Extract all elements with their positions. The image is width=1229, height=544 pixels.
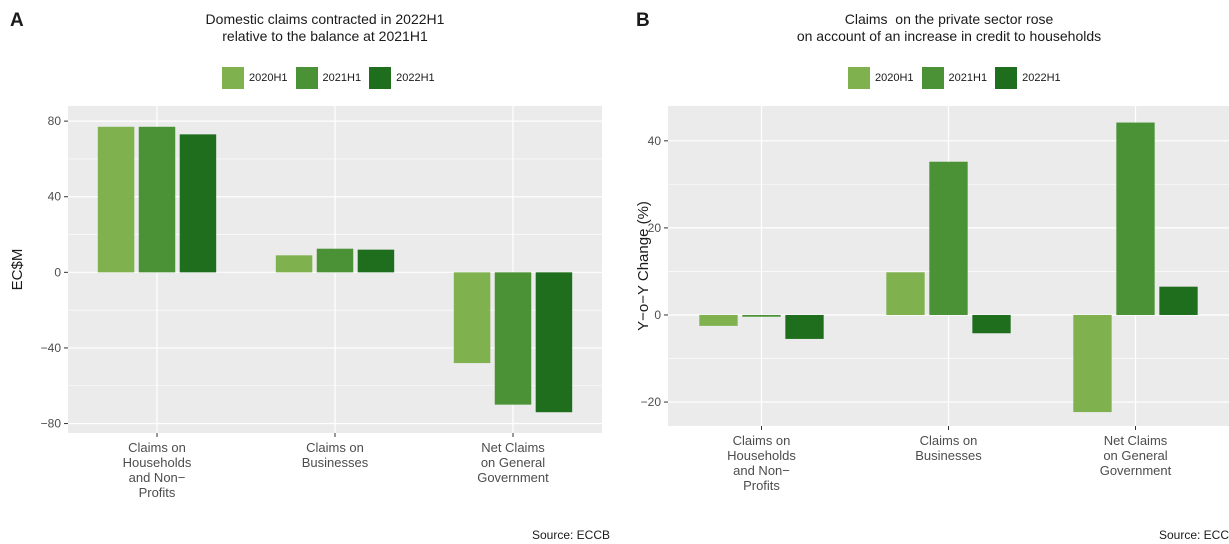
y-tick-label: −20	[641, 395, 662, 409]
legend-swatch	[848, 67, 870, 89]
x-tick-label: Claims on Businesses	[302, 440, 369, 470]
bar-2022h1	[785, 314, 824, 339]
bar-2021h1	[494, 272, 532, 405]
bar-2021h1	[316, 248, 354, 273]
bar-2022h1	[535, 272, 573, 413]
y-axis-title: EC$M	[9, 249, 26, 291]
y-tick-label: 40	[48, 190, 62, 204]
source-note: Source: ECC	[1158, 528, 1229, 542]
y-tick-label: 0	[54, 265, 61, 279]
legend-label: 2020H1	[249, 72, 288, 84]
legend-label: 2022H1	[1022, 72, 1061, 84]
bar-2020h1	[275, 255, 313, 273]
bar-2021h1	[138, 126, 176, 273]
chart-title-line: Domestic claims contracted in 2022H1	[205, 11, 445, 27]
panel-label: A	[10, 10, 24, 31]
bar-chart-a: 80 40 0 −40 −80 Claims on Households and Non− Pr…	[9, 106, 602, 500]
y-tick-label: 20	[648, 221, 662, 235]
bar-2022h1	[179, 134, 217, 273]
panel-a: A Domestic claims contracted in 2022H1 r…	[0, 0, 614, 544]
legend-item: 2020H1	[222, 67, 288, 89]
x-tick-label: Claims on Households and Non− Profits	[727, 433, 796, 493]
legend-item: 2021H1	[295, 67, 362, 89]
legend-item: 2022H1	[995, 67, 1061, 89]
legend-swatch	[369, 67, 392, 89]
legend-label: 2021H1	[948, 72, 988, 84]
y-tick-label: −80	[41, 417, 62, 431]
bar-2020h1	[453, 272, 491, 364]
y-tick-label: −40	[41, 341, 62, 355]
legend-label: 2021H1	[322, 72, 362, 84]
bar-2022h1	[972, 314, 1011, 334]
legend-swatch	[295, 67, 318, 89]
legend-swatch	[921, 67, 944, 89]
legend-item: 2021H1	[921, 67, 988, 89]
legend-swatch	[222, 67, 244, 89]
bar-2020h1	[97, 126, 135, 273]
bar-2020h1	[886, 272, 925, 315]
chart-title-line: on account of an increase in credit to h…	[796, 28, 1102, 44]
chart-title: Claims on the private sector rose on acc…	[754, 11, 1144, 45]
y-tick-label: 40	[648, 134, 662, 148]
bar-2020h1	[1073, 314, 1112, 413]
source-note: Source: ECCB	[531, 528, 610, 542]
legend: 2020H1 2021H1 2022H1	[848, 67, 1069, 89]
x-tick-label: Net Claims on General Government	[477, 440, 549, 485]
legend-item: 2020H1	[848, 67, 914, 89]
y-tick-label: 0	[654, 308, 661, 322]
legend-swatch	[995, 67, 1018, 89]
chart-title: Domestic claims contracted in 2022H1 rel…	[150, 11, 500, 45]
bar-2020h1	[699, 314, 738, 326]
legend: 2020H1 2021H1 2022H1	[222, 67, 443, 89]
legend-label: 2022H1	[396, 72, 435, 84]
legend-item: 2022H1	[369, 67, 435, 89]
bar-2021h1	[929, 161, 968, 315]
chart-title-line: relative to the balance at 2021H1	[222, 28, 428, 44]
bar-2021h1	[1116, 122, 1155, 315]
y-tick-label: 80	[48, 114, 62, 128]
legend-label: 2020H1	[875, 72, 914, 84]
y-axis-title: Y−o−Y Change (%)	[635, 201, 652, 331]
panel-label: B	[636, 10, 650, 31]
chart-title-line: Claims on the private sector rose	[844, 11, 1054, 27]
bar-2022h1	[1159, 286, 1198, 315]
bar-2021h1	[742, 314, 781, 317]
bar-chart-b: 40 20 0 −20 Claims on Households and Non− Profi…	[635, 106, 1229, 493]
x-tick-label: Claims on Households and Non− Profits	[123, 440, 192, 500]
x-tick-label: Claims on Businesses	[915, 433, 982, 463]
panel-b: B Claims on the private sector rose on a…	[614, 0, 1229, 544]
bar-2022h1	[357, 249, 395, 273]
x-tick-label: Net Claims on General Government	[1100, 433, 1172, 478]
